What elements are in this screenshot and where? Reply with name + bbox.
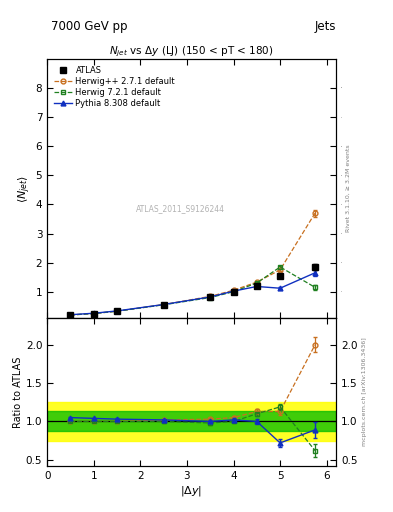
Legend: ATLAS, Herwig++ 2.7.1 default, Herwig 7.2.1 default, Pythia 8.308 default: ATLAS, Herwig++ 2.7.1 default, Herwig 7.… bbox=[51, 63, 178, 110]
Y-axis label: mcplots.cern.ch [arXiv:1306.3436]: mcplots.cern.ch [arXiv:1306.3436] bbox=[362, 337, 367, 446]
X-axis label: |$\Delta y$|: |$\Delta y$| bbox=[180, 483, 203, 498]
Y-axis label: $\langle N_{jet}\rangle$: $\langle N_{jet}\rangle$ bbox=[17, 174, 33, 203]
Text: ATLAS_2011_S9126244: ATLAS_2011_S9126244 bbox=[136, 205, 224, 214]
Title: $N_{jet}$ vs $\Delta y$ (LJ) (150 < pT < 180): $N_{jet}$ vs $\Delta y$ (LJ) (150 < pT <… bbox=[109, 45, 274, 59]
Y-axis label: Ratio to ATLAS: Ratio to ATLAS bbox=[13, 356, 23, 428]
Y-axis label: Rivet 3.1.10, ≥ 3.2M events: Rivet 3.1.10, ≥ 3.2M events bbox=[346, 144, 351, 232]
Text: Jets: Jets bbox=[314, 20, 336, 33]
Text: 7000 GeV pp: 7000 GeV pp bbox=[51, 20, 128, 33]
